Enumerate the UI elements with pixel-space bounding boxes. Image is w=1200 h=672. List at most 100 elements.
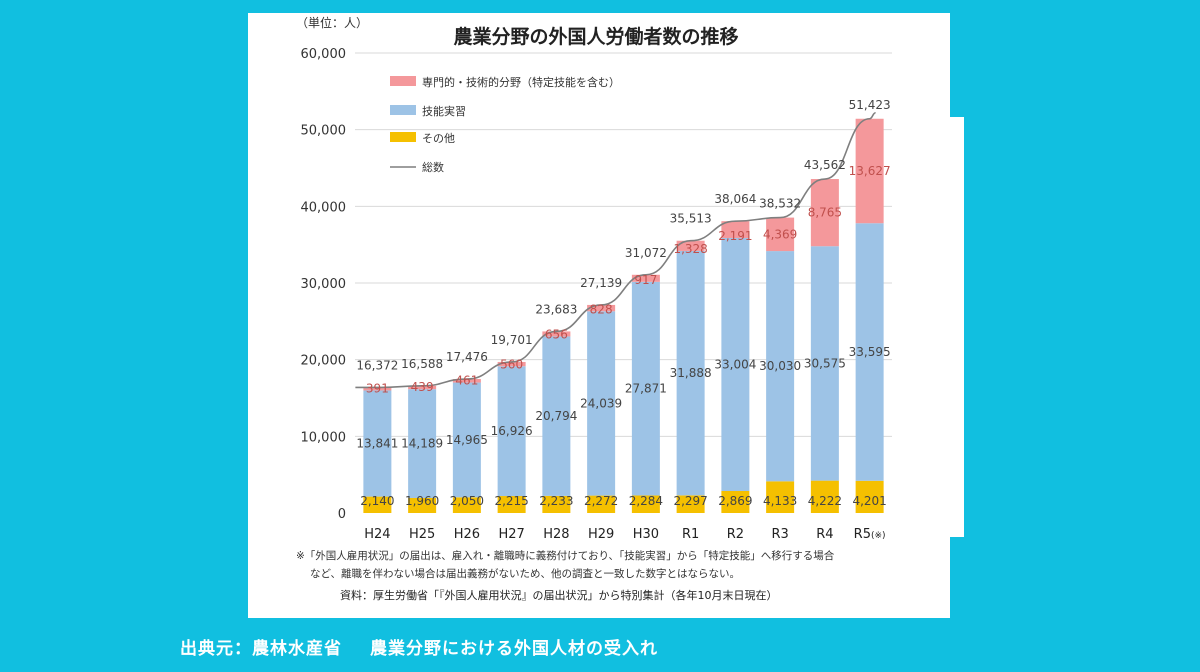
y-tick-label: 50,000 xyxy=(301,124,347,139)
label-total: 38,532 xyxy=(759,197,801,211)
x-tick-label: H28 xyxy=(543,527,569,542)
x-tick-label: H30 xyxy=(633,527,659,542)
bar-other xyxy=(721,491,750,513)
label-specified-skill: 917 xyxy=(634,273,657,287)
bar-specified-skill xyxy=(810,179,839,247)
label-total: 43,562 xyxy=(804,158,846,172)
y-tick-label: 40,000 xyxy=(301,200,347,215)
bar-specified-skill xyxy=(363,387,392,391)
label-total: 16,588 xyxy=(401,357,443,371)
label-technical-intern: 16,926 xyxy=(491,424,533,438)
label-technical-intern: 33,004 xyxy=(714,357,756,371)
label-specified-skill: 560 xyxy=(500,357,523,371)
label-other: 1,960 xyxy=(405,494,439,508)
total-line xyxy=(355,111,876,389)
bar-specified-skill xyxy=(587,304,616,312)
label-other: 4,201 xyxy=(852,494,886,508)
label-other: 4,222 xyxy=(808,494,842,508)
label-technical-intern: 24,039 xyxy=(580,396,622,410)
label-technical-intern: 27,871 xyxy=(625,382,667,396)
y-tick-label: 0 xyxy=(338,507,346,522)
source-document: 農業分野における外国人材の受入れ xyxy=(370,639,658,659)
bar-technical-intern xyxy=(631,281,660,496)
bar-specified-skill xyxy=(855,118,884,224)
legend-swatch xyxy=(390,76,416,86)
bar-technical-intern xyxy=(676,250,705,496)
bar-technical-intern xyxy=(766,251,795,482)
source-note: 資料：厚生労働省「『外国人雇用状況』の届出状況」から特別集計（各年10月末日現在… xyxy=(340,588,778,602)
bar-technical-intern xyxy=(855,223,884,481)
label-technical-intern: 31,888 xyxy=(670,366,712,380)
bar-specified-skill xyxy=(766,217,795,252)
x-tick-label: H26 xyxy=(454,527,480,542)
x-tick-footnote-mark: (※) xyxy=(871,531,886,541)
source-publisher: 農林水産省 xyxy=(252,639,342,659)
bar-technical-intern xyxy=(408,389,437,498)
label-total: 38,064 xyxy=(714,192,756,206)
label-specified-skill: 391 xyxy=(366,381,389,395)
label-specified-skill: 656 xyxy=(545,327,568,341)
label-technical-intern: 33,595 xyxy=(849,345,891,359)
y-tick-label: 10,000 xyxy=(301,430,347,445)
bar-specified-skill xyxy=(676,240,705,251)
bar-technical-intern xyxy=(810,246,839,481)
label-total: 17,476 xyxy=(446,350,488,364)
label-other: 4,133 xyxy=(763,494,797,508)
label-other: 2,297 xyxy=(673,494,707,508)
legend-label: 総数 xyxy=(422,160,444,174)
source-label: 出典元： xyxy=(180,639,252,659)
bar-technical-intern xyxy=(452,382,481,498)
label-other: 2,215 xyxy=(494,494,528,508)
label-specified-skill: 8,765 xyxy=(808,206,842,220)
x-tick-label: R1 xyxy=(682,527,699,542)
label-total: 51,423 xyxy=(849,98,891,112)
label-technical-intern: 20,794 xyxy=(535,409,577,423)
label-other: 2,284 xyxy=(629,494,663,508)
label-specified-skill: 828 xyxy=(590,302,613,316)
x-tick-label: R2 xyxy=(727,527,744,542)
label-other: 2,233 xyxy=(539,494,573,508)
bar-other xyxy=(587,495,616,513)
label-technical-intern: 30,030 xyxy=(759,359,801,373)
legend-label: 専門的・技術的分野（特定技能を含む） xyxy=(422,75,620,89)
legend-swatch xyxy=(390,105,416,115)
bar-technical-intern xyxy=(721,237,750,492)
y-tick-label: 20,000 xyxy=(301,354,347,369)
x-tick-label: H24 xyxy=(364,527,390,542)
bar-other xyxy=(855,480,884,513)
label-specified-skill: 13,627 xyxy=(849,164,891,178)
label-specified-skill: 439 xyxy=(411,380,434,394)
x-tick-label: H27 xyxy=(498,527,524,542)
bar-other xyxy=(766,481,795,513)
bar-specified-skill xyxy=(721,221,750,238)
x-tick-label: R3 xyxy=(771,527,788,542)
bar-specified-skill xyxy=(408,385,437,390)
chart-title: 農業分野の外国人労働者数の推移 xyxy=(453,25,738,48)
label-specified-skill: 461 xyxy=(455,374,478,388)
bar-technical-intern xyxy=(587,311,616,496)
bar-other xyxy=(497,496,526,513)
source-caption: 出典元：農林水産省 農業分野における外国人材の受入れ xyxy=(180,634,658,659)
bar-other xyxy=(542,495,571,513)
label-total: 23,683 xyxy=(535,302,577,316)
bar-specified-skill xyxy=(497,361,526,367)
label-total: 31,072 xyxy=(625,246,667,260)
bar-specified-skill xyxy=(452,379,481,383)
x-tick-label: R4 xyxy=(816,527,833,542)
x-tick-label: R5(※) xyxy=(854,527,886,542)
chart-unit-label: （単位：人） xyxy=(296,15,368,30)
bar-technical-intern xyxy=(542,336,571,496)
footnote-line-2: など、離職を伴わない場合は届出義務がないため、他の調査と一致した数字とはならない… xyxy=(310,567,740,580)
label-specified-skill: 2,191 xyxy=(718,229,752,243)
label-specified-skill: 1,328 xyxy=(673,242,707,256)
bar-specified-skill xyxy=(631,274,660,282)
label-total: 35,513 xyxy=(670,212,712,226)
x-tick-label: H29 xyxy=(588,527,614,542)
bar-other xyxy=(408,497,437,513)
bar-other xyxy=(363,496,392,513)
label-other: 2,272 xyxy=(584,494,618,508)
bar-technical-intern xyxy=(497,366,526,497)
legend-swatch xyxy=(390,132,416,142)
label-other: 2,869 xyxy=(718,494,752,508)
